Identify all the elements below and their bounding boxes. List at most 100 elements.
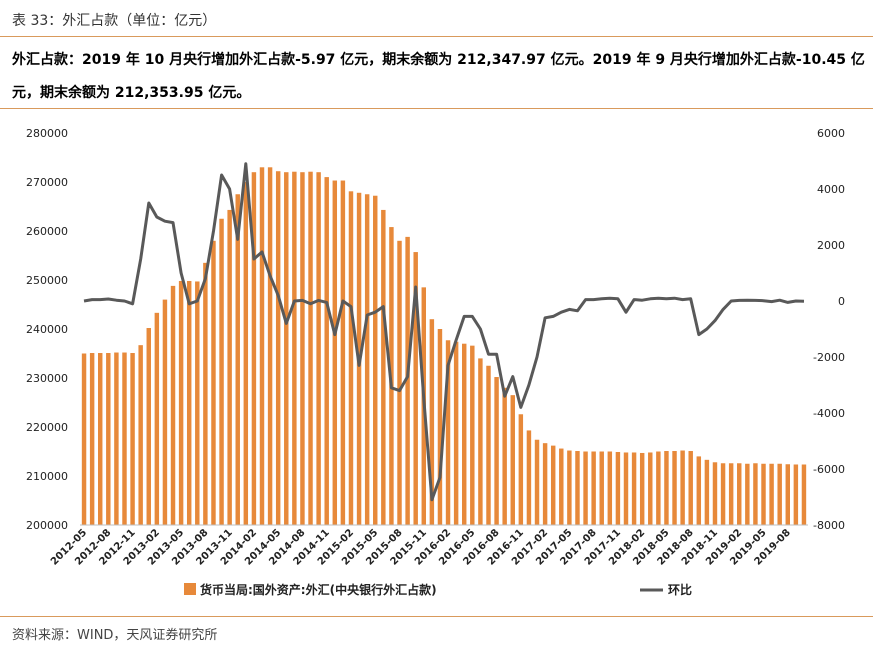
- bar: [720, 463, 726, 525]
- summary-text: 外汇占款：2019 年 10 月央行增加外汇占款-5.97 亿元，期末余额为 2…: [12, 52, 865, 101]
- left-axis-tick-label: 260000: [26, 225, 68, 238]
- bar: [801, 464, 807, 525]
- bar: [599, 451, 604, 525]
- bar: [219, 218, 224, 525]
- bar: [453, 341, 459, 525]
- bar: [542, 443, 548, 525]
- bar: [259, 167, 265, 526]
- bar: [753, 463, 758, 525]
- source-rule: [0, 616, 873, 617]
- bar: [445, 340, 451, 525]
- bar: [316, 172, 321, 525]
- bar: [712, 462, 718, 525]
- bar: [275, 171, 281, 525]
- bar: [146, 328, 151, 525]
- bar: [373, 195, 378, 525]
- bar: [397, 240, 402, 526]
- bar: [437, 329, 443, 525]
- bar: [656, 451, 661, 525]
- bar: [340, 180, 346, 525]
- bar: [170, 285, 176, 525]
- table-title: 表 33：外汇占款（单位：亿元）: [12, 13, 217, 29]
- table-header: 表 33：外汇占款（单位：亿元）: [0, 0, 873, 36]
- bar: [138, 345, 143, 525]
- bar: [793, 464, 799, 525]
- bar: [251, 172, 257, 525]
- bar: [348, 191, 354, 525]
- bar: [461, 343, 467, 525]
- bar: [567, 450, 572, 525]
- bar: [785, 464, 791, 525]
- left-axis-tick-label: 280000: [26, 127, 68, 140]
- bar: [154, 312, 160, 525]
- bar: [122, 352, 127, 525]
- bar: [688, 451, 693, 525]
- bar: [639, 452, 645, 525]
- right-axis-tick-label: -8000: [813, 519, 845, 532]
- chart: 200000 210000 220000 230000 240000 250000 2600…: [26, 127, 845, 597]
- bar: [518, 414, 524, 525]
- right-axis-tick-label: 6000: [817, 127, 845, 140]
- bar: [106, 353, 111, 525]
- bar: [162, 299, 168, 525]
- bar: [615, 451, 621, 525]
- right-axis-tick-label: -6000: [813, 463, 845, 476]
- bar: [648, 452, 653, 525]
- bar: [526, 430, 532, 525]
- legend-label-line: 环比: [668, 582, 692, 597]
- bar: [308, 171, 313, 525]
- bar: [243, 182, 249, 525]
- bar: [769, 463, 774, 525]
- bar: [381, 209, 386, 525]
- left-axis-tick-label: 250000: [26, 274, 68, 287]
- bar: [81, 353, 87, 525]
- bar: [761, 463, 766, 525]
- bar: [211, 240, 216, 526]
- left-axis-tick-label: 270000: [26, 176, 68, 189]
- bar: [429, 319, 435, 525]
- right-axis-tick-label: -4000: [813, 407, 845, 420]
- bar: [534, 439, 540, 525]
- left-axis-tick-label: 220000: [26, 421, 68, 434]
- left-axis-tick-label: 240000: [26, 323, 68, 336]
- legend-label-bar: 货币当局:国外资产:外汇(中央银行外汇占款): [200, 582, 437, 597]
- bar: [227, 209, 232, 525]
- bar: [583, 451, 588, 525]
- bar: [235, 194, 240, 525]
- legend-swatch-bar: [184, 583, 196, 595]
- bar: [195, 281, 200, 525]
- bar: [575, 451, 580, 525]
- bar: [470, 345, 475, 525]
- bar: [405, 236, 410, 525]
- right-axis-tick-label: 2000: [817, 239, 845, 252]
- series-line-环比: [83, 162, 805, 502]
- bar: [178, 280, 184, 525]
- bar: [777, 463, 782, 525]
- right-axis-tick-label: 0: [838, 295, 845, 308]
- bar: [267, 167, 273, 526]
- bar: [550, 445, 556, 525]
- summary-rule: [0, 108, 873, 109]
- bar: [680, 450, 685, 525]
- right-axis-tick-label: -2000: [813, 351, 845, 364]
- bar: [672, 451, 677, 525]
- bar: [664, 451, 669, 525]
- bar: [607, 451, 613, 525]
- bar: [300, 172, 305, 525]
- bar: [292, 171, 297, 525]
- bar: [186, 280, 192, 525]
- bar: [89, 353, 95, 525]
- bar: [332, 180, 338, 525]
- bar: [591, 451, 596, 525]
- bar: [284, 172, 289, 525]
- bar: [704, 459, 710, 525]
- bar: [478, 358, 483, 525]
- bar: [737, 463, 742, 525]
- left-axis-tick-label: 230000: [26, 372, 68, 385]
- left-axis-tick-label: 200000: [26, 519, 68, 532]
- bar: [486, 365, 491, 525]
- bar: [696, 456, 702, 525]
- bar: [364, 194, 370, 525]
- bar: [413, 252, 418, 525]
- left-axis-tick-label: 210000: [26, 470, 68, 483]
